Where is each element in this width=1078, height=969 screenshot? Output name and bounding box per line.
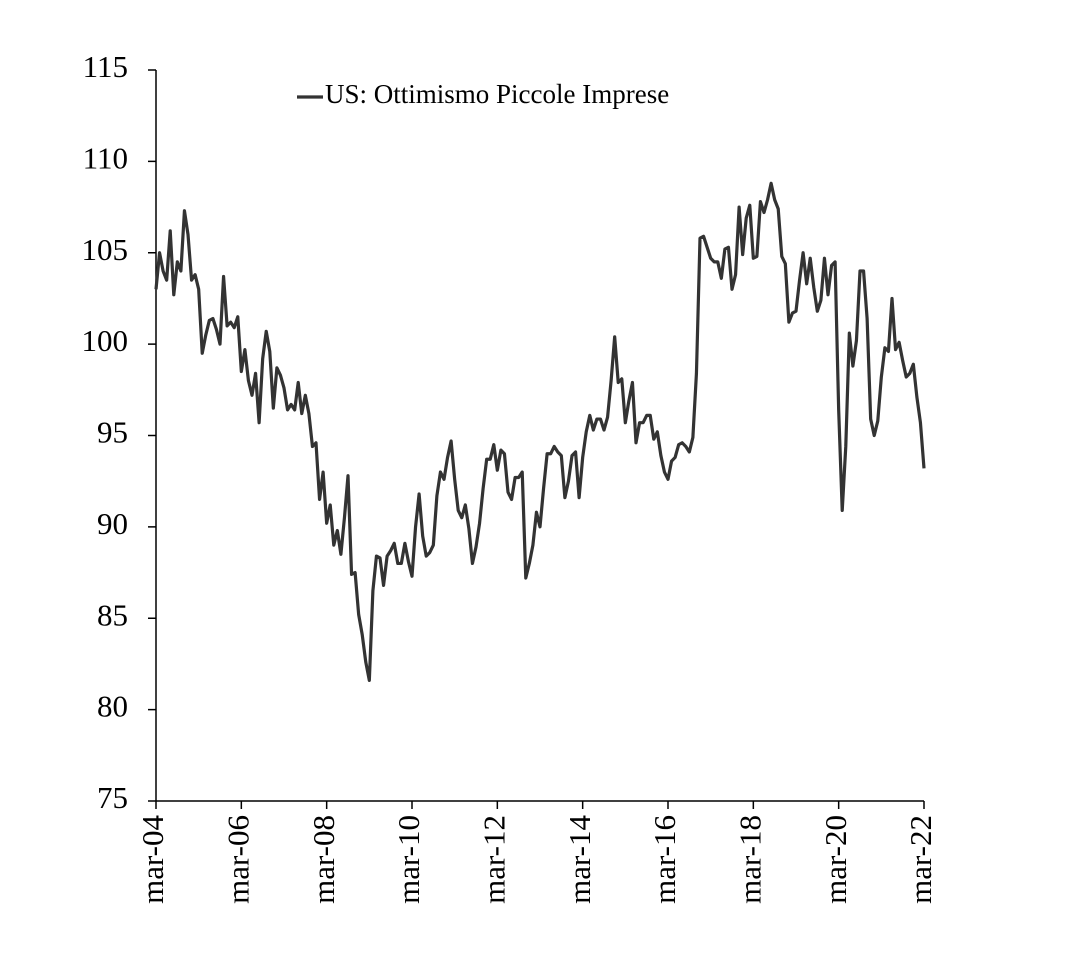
y-tick-label: 95 xyxy=(97,415,128,450)
y-tick-label: 90 xyxy=(97,506,128,541)
legend-label: US: Ottimismo Piccole Imprese xyxy=(325,79,669,109)
y-tick-label: 105 xyxy=(82,232,129,267)
x-tick-label: mar-04 xyxy=(135,815,170,904)
x-tick-label: mar-22 xyxy=(903,815,938,904)
x-tick-label: mar-08 xyxy=(306,815,341,904)
y-tick-label: 100 xyxy=(82,323,129,358)
y-tick-label: 80 xyxy=(97,689,128,724)
y-tick-label: 115 xyxy=(83,49,128,84)
data-line xyxy=(154,181,926,682)
x-tick-label: mar-06 xyxy=(220,815,255,904)
y-tick-label: 85 xyxy=(97,597,128,632)
x-tick-label: mar-10 xyxy=(391,815,426,904)
x-tick-label: mar-14 xyxy=(562,815,597,904)
y-tick-label: 75 xyxy=(97,780,128,815)
y-tick-label: 110 xyxy=(83,140,128,175)
x-tick-label: mar-16 xyxy=(647,815,682,904)
x-tick-label: mar-18 xyxy=(732,815,767,904)
x-tick-label: mar-20 xyxy=(818,815,853,904)
x-tick-label: mar-12 xyxy=(476,815,511,904)
